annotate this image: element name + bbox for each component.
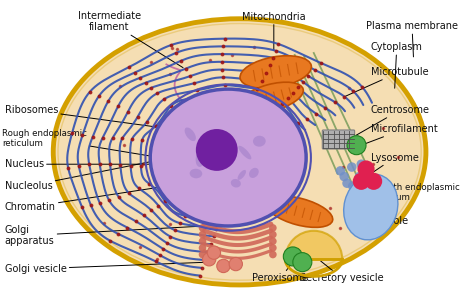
Text: Microfilament: Microfilament [356,124,438,147]
Text: Peroxisome: Peroxisome [253,262,309,283]
Circle shape [355,172,364,181]
FancyBboxPatch shape [322,130,355,149]
Text: Secretory vesicle: Secretory vesicle [301,261,384,283]
Circle shape [199,251,206,258]
Text: Cytoplasm: Cytoplasm [371,42,423,88]
Text: Golgi
apparatus: Golgi apparatus [5,225,201,246]
Text: Intermediate
filament: Intermediate filament [78,11,183,68]
Text: Rough endoplasmic
reticulum: Rough endoplasmic reticulum [2,129,168,159]
Ellipse shape [196,151,205,167]
Ellipse shape [221,142,228,157]
Circle shape [269,231,277,238]
Circle shape [199,231,206,238]
Ellipse shape [184,128,196,141]
Ellipse shape [53,19,426,285]
Circle shape [347,136,366,155]
Ellipse shape [218,146,227,161]
Text: Centrosome: Centrosome [356,105,430,135]
Circle shape [269,244,277,252]
Text: Nucleolus: Nucleolus [5,152,197,191]
Ellipse shape [249,168,259,178]
Ellipse shape [228,153,234,162]
Text: Vacuole: Vacuole [371,209,409,226]
Circle shape [283,247,302,266]
Circle shape [348,181,357,191]
Circle shape [217,259,230,273]
Circle shape [229,257,242,271]
Ellipse shape [240,56,311,88]
Circle shape [339,172,349,181]
Circle shape [357,160,374,178]
Circle shape [336,166,345,176]
Circle shape [353,173,370,190]
Text: Mitochondria: Mitochondria [242,12,306,50]
Text: Lysosome: Lysosome [371,153,419,172]
Circle shape [293,253,312,272]
Ellipse shape [238,82,303,113]
Text: Plasma membrane: Plasma membrane [366,21,458,57]
Ellipse shape [238,146,251,159]
Text: Ribosomes: Ribosomes [5,105,182,131]
Circle shape [202,253,216,266]
Circle shape [269,251,277,258]
Ellipse shape [150,89,306,226]
Ellipse shape [237,170,246,180]
Text: Smooth endoplasmic
reticulum: Smooth endoplasmic reticulum [369,183,460,206]
Text: Nucleus: Nucleus [5,159,157,169]
Circle shape [207,246,220,259]
Circle shape [269,238,277,245]
Circle shape [199,244,206,252]
Ellipse shape [201,151,210,163]
Circle shape [196,129,237,171]
Circle shape [347,162,356,172]
Circle shape [365,173,382,190]
Text: Golgi vesicle: Golgi vesicle [5,262,206,274]
Text: Chromatin: Chromatin [5,184,182,212]
Circle shape [356,159,366,169]
Circle shape [199,238,206,245]
Ellipse shape [266,196,333,227]
Circle shape [269,224,277,232]
Circle shape [199,224,206,232]
Ellipse shape [253,136,266,147]
Circle shape [342,179,352,188]
Text: Microtubule: Microtubule [345,67,428,97]
Wedge shape [285,231,342,259]
Ellipse shape [231,179,241,187]
Ellipse shape [190,169,202,178]
Circle shape [353,188,362,198]
Ellipse shape [344,174,398,240]
